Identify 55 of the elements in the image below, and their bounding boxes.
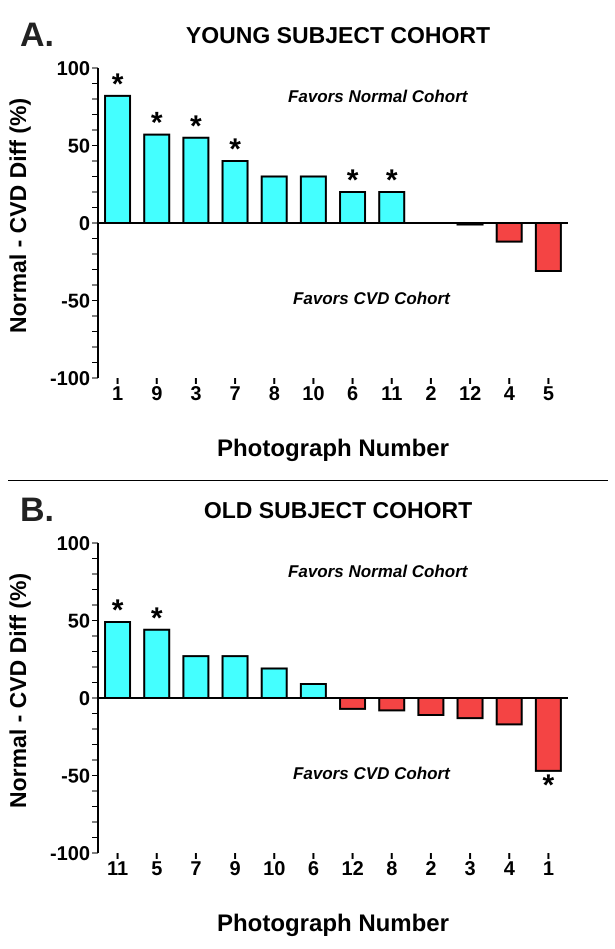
y-tick-label: -50 [61,290,90,313]
x-tick-label: 3 [190,383,202,406]
x-tick-label: 9 [151,383,162,406]
x-tick-label: 12 [458,383,482,406]
x-tick-label: 2 [425,858,436,880]
x-tick-label: 4 [504,383,516,406]
x-tick-label: 8 [386,858,398,880]
y-tick-label: 100 [56,58,90,80]
x-tick-label: 6 [347,383,358,406]
annotation: * [229,133,242,166]
y-tick-label: -50 [61,766,90,788]
chart-title: YOUNG SUBJECT COHORT [184,22,492,49]
annotation: Favors CVD Cohort [293,288,450,308]
annotation: * [112,594,124,628]
y-tick-label: -100 [50,843,90,866]
x-tick-label: 6 [308,858,319,880]
annotation: * [150,602,163,635]
annotation: * [542,768,555,802]
x-tick-label: 5 [542,383,554,406]
y-tick-label: -100 [50,368,90,390]
x-tick-label: 10 [263,858,286,880]
y-tick-label: 0 [78,213,90,236]
chart-title: OLD SUBJECT COHORT [202,497,474,524]
x-tick-label: 1 [542,858,554,880]
y-tick-label: 50 [68,610,90,633]
x-tick-label: 1 [112,383,124,406]
annotation: * [150,106,163,140]
annotation: Favors CVD Cohort [293,764,450,784]
y-axis-title: Normal - CVD Diff (%) [5,98,32,333]
x-tick-label: 8 [268,383,280,406]
x-tick-label: 11 [381,383,402,406]
text: B. [20,491,54,530]
annotation: * [346,164,359,197]
text: A. [20,16,54,55]
annotation: Favors Normal Cohort [288,562,468,582]
y-axis-title: Normal - CVD Diff (%) [5,572,32,808]
annotation: Favors Normal Cohort [288,87,468,107]
y-tick-label: 50 [68,136,90,158]
x-tick-label: 9 [230,858,241,880]
x-tick-label: 11 [107,858,128,880]
x-tick-label: 3 [464,858,476,880]
annotation: * [386,164,398,197]
y-tick-label: 100 [56,533,90,556]
y-tick-label: 0 [78,688,90,710]
x-tick-label: 12 [341,858,364,880]
annotation: * [112,68,124,101]
x-tick-label: 4 [504,858,516,880]
x-tick-label: 7 [230,383,241,406]
x-tick-label: 2 [425,383,436,406]
x-tick-label: 5 [151,858,162,880]
x-tick-label: 7 [190,858,202,880]
x-axis-title: Photograph Number [217,435,449,462]
annotation: * [190,110,202,143]
x-tick-label: 10 [302,383,325,406]
x-axis-title: Photograph Number [217,910,449,937]
